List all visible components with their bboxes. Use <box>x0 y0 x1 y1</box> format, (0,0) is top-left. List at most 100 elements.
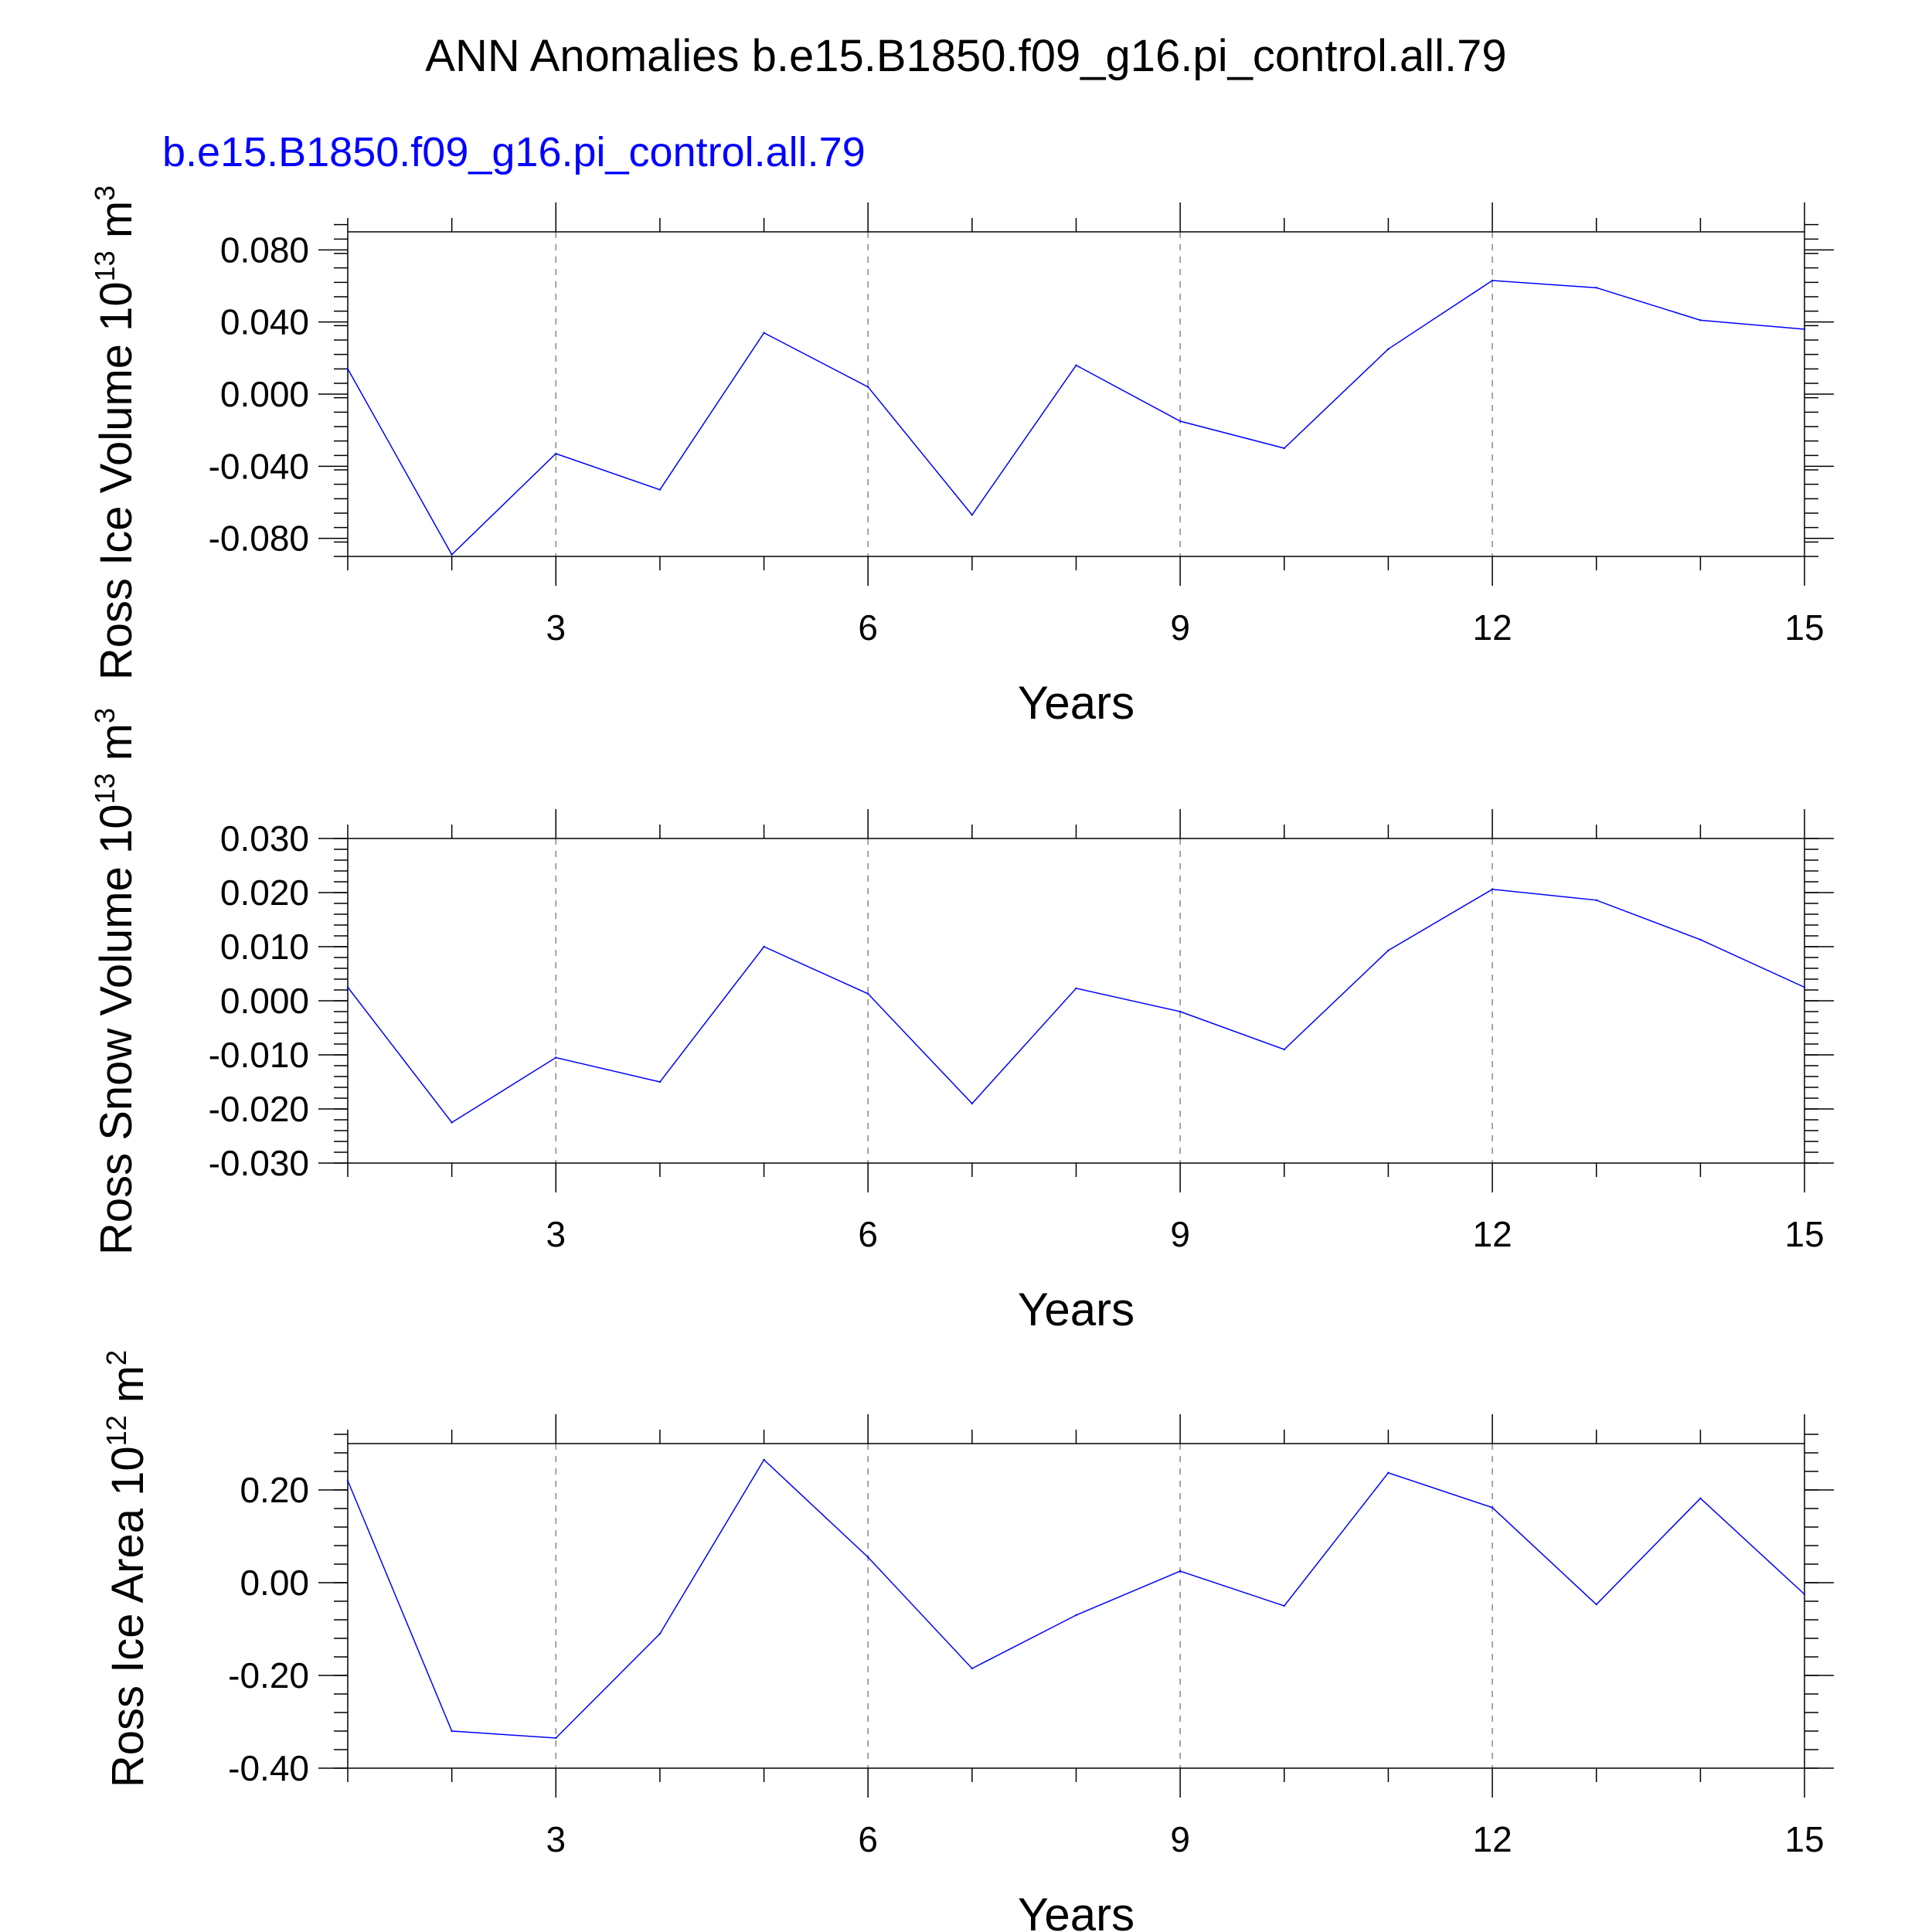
y-axis-title-unit-exponent: 2 <box>100 1350 132 1366</box>
x-tick-label: 12 <box>1472 1214 1512 1254</box>
data-point <box>1179 1010 1182 1013</box>
data-point <box>867 1556 869 1559</box>
plot-frame <box>347 231 1805 557</box>
data-point <box>555 452 557 455</box>
data-point <box>1803 1593 1806 1596</box>
chart-panel-1: 3 6 9 12 15 -0.080 -0.040 0.000 0.040 0.080 Years R… <box>89 185 1834 729</box>
x-axis-title: Years <box>1018 1284 1134 1335</box>
x-tick-label: 6 <box>858 1214 878 1254</box>
x-tick-label: 15 <box>1784 1819 1824 1859</box>
data-point <box>1283 447 1285 450</box>
y-tick-label: 0.00 <box>240 1563 309 1603</box>
data-point <box>1075 987 1077 990</box>
y-tick-label: -0.030 <box>209 1143 309 1183</box>
y-axis-title-unit: m <box>91 723 141 773</box>
x-tick-label: 12 <box>1472 1819 1512 1859</box>
y-axis-title-text: Ross Ice Volume 10 <box>91 281 141 680</box>
data-point <box>1699 938 1702 941</box>
x-tick-label: 3 <box>546 1819 566 1859</box>
y-axis-title-unit-exponent: 3 <box>89 185 121 201</box>
y-axis-title: Ross Snow Volume 1013 m3 <box>89 708 141 1255</box>
data-point <box>1387 1471 1389 1475</box>
data-point <box>763 1458 765 1461</box>
data-point <box>1491 888 1494 891</box>
data-point <box>1803 986 1806 988</box>
data-point <box>1179 1570 1182 1573</box>
data-point <box>555 1736 557 1740</box>
y-axis-title-text: Ross Ice Area 10 <box>103 1446 153 1787</box>
data-point <box>867 992 869 995</box>
series-line <box>347 1458 1805 1739</box>
data-point <box>1075 1614 1077 1617</box>
data-point <box>658 1632 662 1635</box>
plot-frame <box>347 1443 1805 1769</box>
y-tick-label: 0.010 <box>220 927 309 967</box>
y-tick-label: 0.000 <box>220 981 309 1021</box>
data-point <box>451 1121 453 1124</box>
y-tick-label: -0.020 <box>209 1089 309 1129</box>
x-axis-title: Years <box>1018 677 1134 729</box>
y-tick-label: 0.000 <box>220 374 309 414</box>
data-point <box>1491 1506 1494 1509</box>
y-axis-title-exponent: 13 <box>89 773 121 804</box>
y-axis-title-exponent: 12 <box>100 1415 132 1446</box>
series-legend-label: b.e15.B1850.f09_g16.pi_control.all.79 <box>162 129 866 175</box>
y-axis-title-exponent: 13 <box>89 250 121 281</box>
data-point <box>867 386 869 388</box>
x-tick-label: 15 <box>1784 1214 1824 1254</box>
data-point <box>658 488 662 491</box>
data-point <box>1595 1604 1597 1606</box>
series-line <box>347 280 1805 556</box>
y-axis-title-text: Ross Snow Volume 10 <box>91 804 141 1255</box>
data-point <box>1283 1048 1285 1051</box>
y-axis-title-unit-exponent: 3 <box>89 708 121 723</box>
y-tick-label: 0.080 <box>220 230 309 270</box>
y-tick-label: -0.20 <box>228 1655 309 1696</box>
data-point <box>1803 328 1806 331</box>
y-axis-title-unit: m <box>103 1366 153 1415</box>
x-axis-title: Years <box>1018 1889 1134 1932</box>
data-point <box>971 1102 974 1105</box>
data-point <box>1387 949 1389 952</box>
data-point <box>1595 287 1597 289</box>
chart-panel-2: 3 6 9 12 15 -0.030 -0.020 -0.010 0.000 0.010 0.020… <box>89 708 1834 1335</box>
x-tick-label: 6 <box>858 607 878 648</box>
data-point <box>451 553 453 556</box>
chart-panel-3: 3 6 9 12 15 -0.40 -0.20 0.00 0.20 Years Ross Ice A… <box>100 1350 1834 1932</box>
data-point <box>1075 364 1077 366</box>
x-tick-label: 9 <box>1170 1819 1190 1859</box>
data-point <box>1491 279 1494 282</box>
y-axis-title: Ross Ice Area 1012 m2 <box>100 1350 153 1787</box>
plot-frame <box>347 838 1805 1164</box>
y-tick-label: -0.080 <box>209 519 309 559</box>
y-tick-label: 0.020 <box>220 872 309 913</box>
data-point <box>346 986 349 988</box>
y-axis-title: Ross Ice Volume 1013 m3 <box>89 185 141 680</box>
y-tick-label: -0.040 <box>209 446 309 486</box>
data-point <box>971 1667 974 1670</box>
data-point <box>658 1080 662 1083</box>
data-point <box>555 1056 557 1059</box>
data-point <box>451 1730 453 1733</box>
data-point <box>346 1479 349 1482</box>
data-point <box>763 332 765 334</box>
x-tick-label: 12 <box>1472 607 1512 648</box>
y-tick-label: 0.20 <box>240 1470 309 1510</box>
series-line <box>347 889 1805 1124</box>
data-point <box>1699 1497 1702 1500</box>
y-axis-title-unit: m <box>91 201 141 250</box>
x-tick-label: 9 <box>1170 607 1190 648</box>
y-tick-label: 0.030 <box>220 818 309 859</box>
x-tick-label: 9 <box>1170 1214 1190 1254</box>
data-point <box>346 368 349 370</box>
y-tick-label: -0.40 <box>228 1748 309 1788</box>
y-tick-label: -0.010 <box>209 1035 309 1075</box>
data-point <box>1699 319 1702 321</box>
data-point <box>1179 420 1182 423</box>
data-point <box>763 945 765 948</box>
x-tick-label: 3 <box>546 1214 566 1254</box>
data-point <box>971 514 974 516</box>
x-tick-label: 3 <box>546 607 566 648</box>
data-point <box>1595 899 1597 902</box>
figure-title: ANN Anomalies b.e15.B1850.f09_g16.pi_con… <box>425 31 1506 81</box>
